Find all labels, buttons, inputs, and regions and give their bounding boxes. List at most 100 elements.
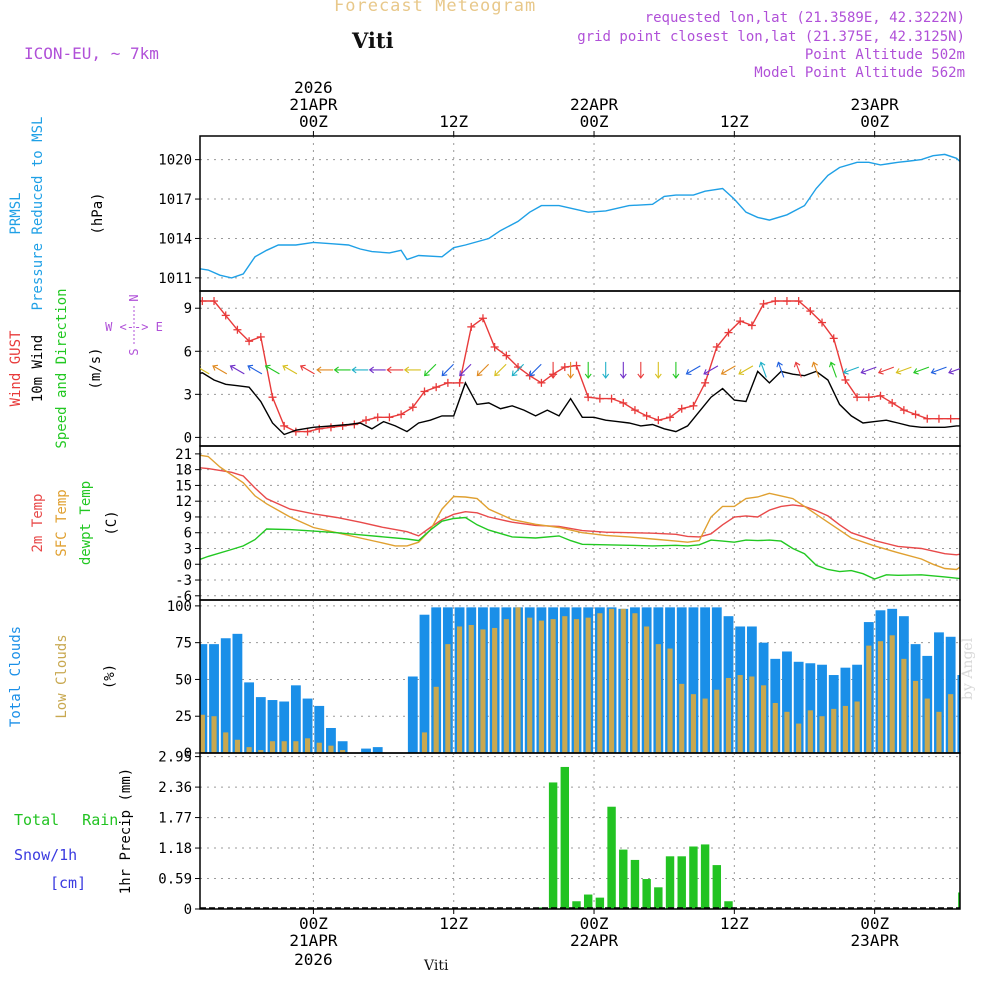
low-cloud-bar [936, 711, 942, 753]
panel-pressure: 1011 1014 1017 1020 PRMSL Pressure Reduced to… [8, 117, 961, 310]
y-tick-label: 100 [167, 599, 192, 615]
top-time-label: 21APR [289, 95, 338, 114]
low-cloud-bar [749, 676, 755, 753]
low-cloud-bar [866, 645, 872, 753]
total-cloud-bar [700, 607, 711, 753]
gust-marker [806, 307, 815, 316]
y-tick-label: 12 [175, 494, 192, 510]
low-cloud-bar [772, 702, 778, 753]
wind-arrow [212, 364, 228, 375]
gust-marker [630, 406, 639, 415]
top-time-label: 23APR [851, 95, 900, 114]
bottom-time-label: 12Z [720, 914, 749, 933]
gust-marker [280, 421, 289, 430]
low-cloud-bar [316, 742, 322, 753]
total-cloud-bar [209, 644, 219, 753]
low-cloud-bar [889, 635, 895, 753]
wind-arrow [368, 366, 386, 374]
wind-arrow [229, 364, 245, 375]
gust-marker [397, 410, 406, 419]
wind-arrow [511, 363, 525, 377]
low-cloud-bar [538, 620, 544, 753]
low-cloud-bar [527, 617, 533, 753]
low-cloud-bar [328, 745, 334, 753]
gust-marker [829, 334, 838, 343]
gust-marker [490, 342, 499, 351]
low-cloud-bar [468, 625, 474, 753]
gust-marker [221, 311, 230, 320]
panel-frame [199, 445, 961, 601]
compass-south: S [127, 348, 141, 355]
wind-arrow [738, 365, 754, 376]
y-tick-label: 0 [184, 430, 192, 446]
gust-marker [385, 413, 394, 422]
low-cloud-bar [445, 644, 451, 753]
gust-marker [876, 391, 885, 400]
series-line-prmsl [200, 153, 960, 279]
snow-unit-label: [cm] [50, 874, 86, 892]
total-cloud-bar [267, 700, 278, 753]
gust-marker [572, 361, 581, 370]
gust-marker [478, 314, 487, 323]
total-cloud-bar [220, 638, 231, 753]
wind-arrow [529, 363, 542, 377]
low-cloud-bar [784, 711, 790, 753]
gust-marker [747, 321, 756, 330]
y-tick-label: 3 [184, 541, 192, 557]
gust-marker [408, 403, 417, 412]
wind-arrow [351, 366, 369, 374]
panel-label: 2m Temp [30, 493, 46, 552]
rain-bar [537, 907, 546, 909]
rain-bar [642, 879, 651, 909]
total-cloud-bar [817, 664, 827, 753]
wind-arrow [828, 361, 837, 378]
wind-arrow [584, 361, 592, 379]
low-cloud-bar [433, 686, 439, 753]
total-cloud-bar [255, 697, 266, 753]
low-cloud-bar [515, 607, 521, 753]
total-cloud-bar [981, 651, 991, 753]
point-altitude: Point Altitude 502m [804, 47, 965, 63]
bottom-time-label: 00Z [860, 914, 889, 933]
total-cloud-bar [934, 632, 944, 753]
gust-marker [245, 337, 254, 346]
low-cloud-bar [585, 617, 591, 753]
total-cloud-bar [793, 661, 804, 753]
gust-marker [443, 378, 452, 387]
total-cloud-bar [279, 701, 290, 753]
gust-marker [782, 297, 791, 306]
low-cloud-bar [831, 708, 837, 753]
low-cloud-bar [995, 715, 1000, 753]
total-cloud-bar [314, 705, 325, 753]
y-tick-label: 1020 [158, 153, 192, 169]
bottom-time-label: 21APR [289, 931, 338, 950]
gust-marker [982, 392, 990, 400]
rain-bar [630, 859, 640, 909]
total-cloud-bar [302, 698, 313, 753]
low-cloud-bar [269, 741, 276, 753]
total-cloud-bar [419, 614, 430, 753]
y-tick-label: 6 [184, 526, 192, 542]
panel-label: (%) [102, 664, 118, 689]
total-rain-label: Total Rain [14, 811, 118, 829]
wind-arrow [672, 361, 680, 379]
rain-bar [677, 856, 686, 909]
y-tick-label: 1017 [158, 192, 192, 208]
low-cloud-bar [842, 705, 848, 753]
y-tick-label: 2.36 [158, 780, 192, 796]
wind-arrow [549, 361, 557, 379]
gust-marker [818, 318, 827, 327]
wind-arrow [913, 366, 930, 375]
wind-arrow [720, 365, 736, 376]
rain-bar [712, 865, 722, 909]
low-cloud-bar [293, 741, 299, 753]
gust-marker [771, 297, 780, 306]
top-time-label: 2026 [294, 78, 333, 97]
series-line-wind-gust [200, 300, 960, 433]
low-cloud-bar [234, 739, 240, 753]
snow-label: Snow/1h [14, 846, 77, 864]
wind-arrow [441, 363, 454, 377]
wind-direction-arrows [200, 361, 960, 379]
gust-marker [970, 413, 978, 421]
gust-marker [256, 332, 265, 341]
